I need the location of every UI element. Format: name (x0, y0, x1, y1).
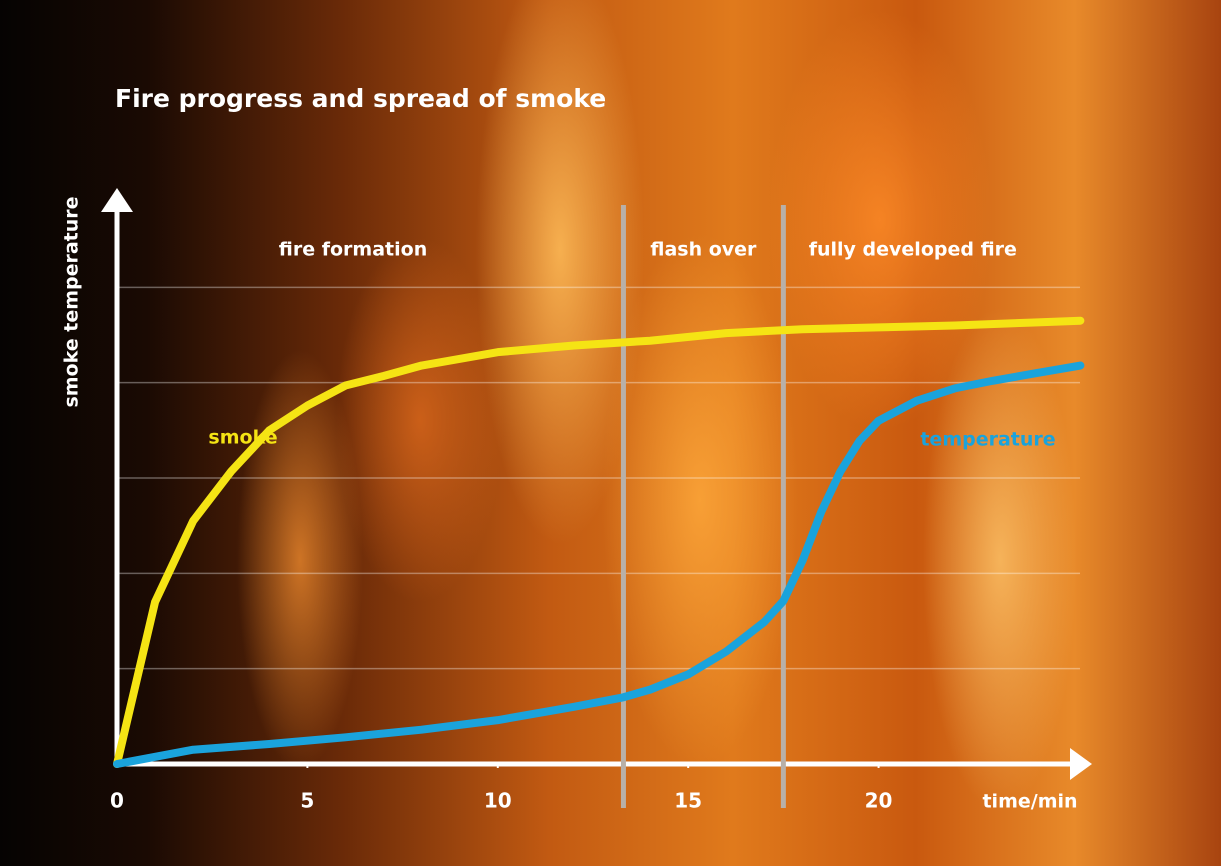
series-label: smoke (208, 427, 277, 449)
series-line (117, 321, 1080, 764)
x-axis-arrow (1070, 748, 1092, 780)
x-tick-label: 0 (110, 789, 124, 813)
phase-label: fully developed fire (809, 239, 1017, 261)
series-label: temperature (920, 429, 1055, 451)
x-axis-label: time/min (982, 791, 1077, 813)
x-tick-label: 15 (674, 789, 702, 813)
x-tick-label: 10 (484, 789, 512, 813)
y-axis-label: smoke temperature (61, 196, 83, 407)
x-tick-label: 20 (865, 789, 893, 813)
x-tick-label: 5 (300, 789, 314, 813)
chart-title: Fire progress and spread of smoke (115, 84, 606, 113)
chart: Fire progress and spread of smoke time/m… (0, 0, 1221, 866)
phase-label: flash over (650, 239, 757, 261)
chart-background: Fire progress and spread of smoke time/m… (0, 0, 1221, 866)
phase-label: fire formation (279, 239, 427, 261)
y-axis-arrow (101, 188, 133, 212)
series-line (117, 366, 1080, 764)
